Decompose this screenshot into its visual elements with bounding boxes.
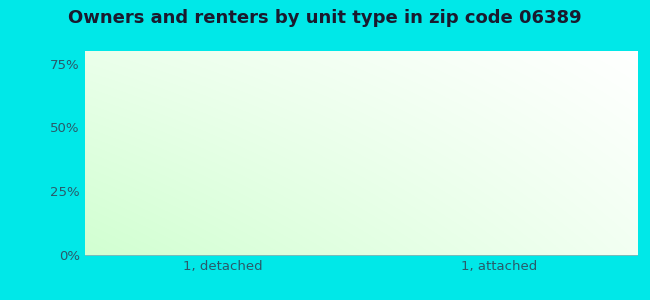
Bar xyxy=(474,173,524,255)
Text: City-Data.com: City-Data.com xyxy=(542,67,626,80)
Text: Owners and renters by unit type in zip code 06389: Owners and renters by unit type in zip c… xyxy=(68,9,582,27)
Bar xyxy=(198,89,248,255)
